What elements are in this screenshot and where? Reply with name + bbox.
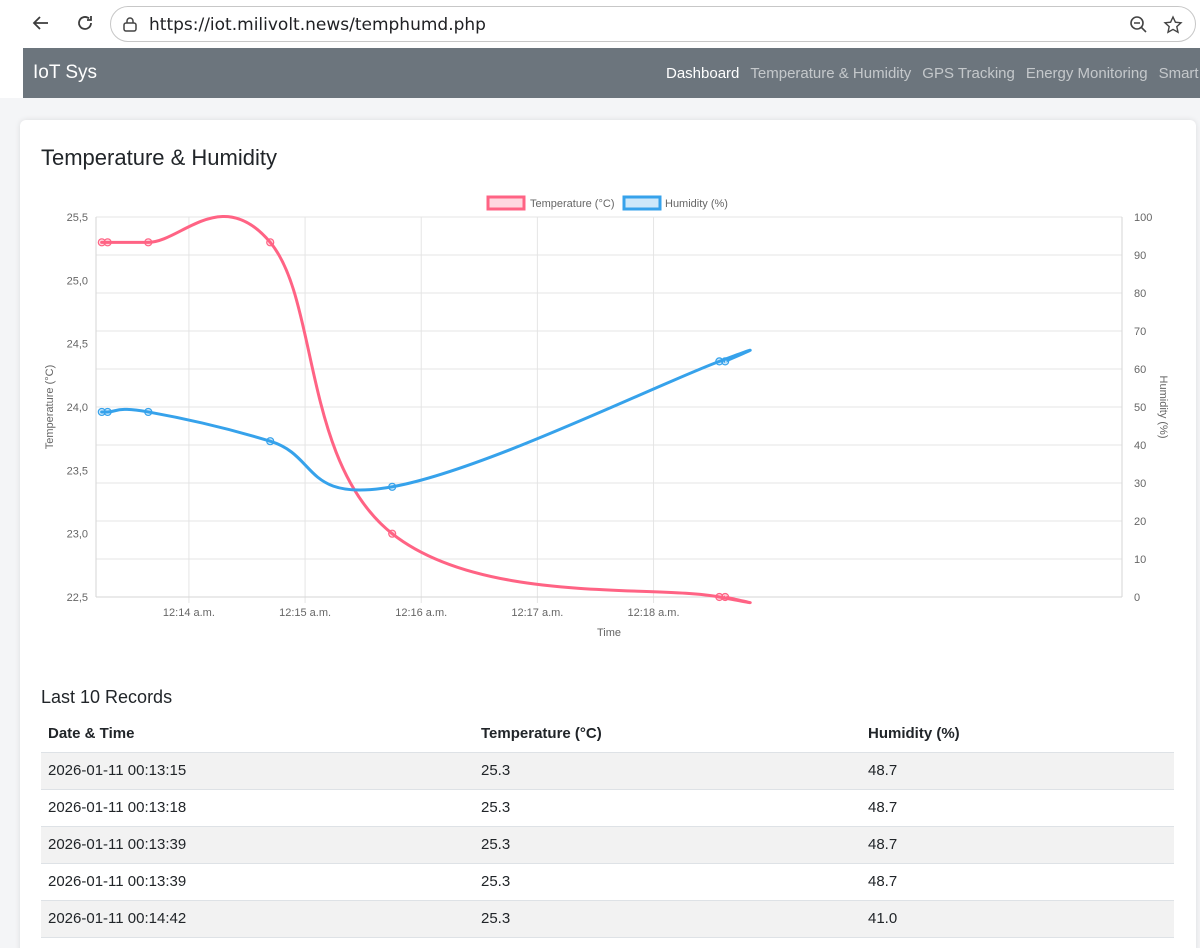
y-left-tick-label: 25,0: [67, 275, 88, 287]
address-bar[interactable]: https://iot.milivolt.news/temphumd.php: [110, 6, 1196, 42]
temperature-point: [721, 592, 730, 602]
cell-humidity: 41.0: [861, 900, 1174, 938]
temperature-humidity-chart: 100908070605040302010025,525,024,524,023…: [44, 195, 1169, 639]
legend-label-humidity: Humidity (%): [665, 198, 728, 210]
cell-humidity: 48.7: [861, 826, 1174, 864]
temperature-series-line: [100, 215, 752, 605]
x-tick-label: 12:15 a.m.: [279, 607, 331, 619]
zoom-icon[interactable]: [1129, 15, 1149, 40]
nav-link-temperature-humidity[interactable]: Temperature & Humidity: [750, 65, 912, 82]
humidity-point: [715, 357, 724, 366]
humidity-series-line: [100, 348, 752, 492]
records-title: Last 10 Records: [41, 687, 173, 707]
top-navbar: IoT Sys Dashboard Temperature & Humidity G…: [23, 48, 1200, 98]
cell-date-time: 2026-01-11 00:13:39: [41, 863, 474, 901]
humidity-point: [144, 407, 153, 417]
table-header-row: Date & Time Temperature (°C) Humidity (%…: [41, 715, 1174, 753]
reload-icon[interactable]: [72, 10, 98, 36]
table-row: 2026-01-11 00:13:39 25.3 48.7: [41, 826, 1174, 864]
cell-temperature: 25.3: [474, 900, 861, 938]
cell-date-time: 2026-01-11 00:14:42: [41, 900, 474, 938]
site-info-icon[interactable]: [121, 15, 139, 38]
temperature-point: [97, 238, 106, 247]
y-right-tick-label: 30: [1134, 478, 1146, 490]
navbar-brand[interactable]: IoT Sys: [33, 62, 98, 83]
cell-temperature: 25.3: [474, 826, 861, 864]
header-date-time: Date & Time: [41, 715, 474, 753]
table-row: 2026-01-11 00:13:18 25.3 48.7: [41, 789, 1174, 827]
cell-humidity: 48.7: [861, 789, 1174, 827]
temperature-point: [388, 529, 397, 538]
humidity-point: [388, 482, 397, 491]
y-left-tick-label: 23,0: [67, 529, 88, 541]
humidity-point: [721, 357, 730, 366]
y-left-tick-label: 24,5: [67, 339, 88, 351]
humidity-point: [103, 407, 112, 417]
y-right-tick-label: 70: [1134, 326, 1146, 338]
x-tick-label: 12:14 a.m.: [163, 607, 215, 619]
x-tick-label: 12:16 a.m.: [395, 607, 447, 619]
y-right-tick-label: 20: [1134, 516, 1146, 528]
cell-humidity: 48.7: [861, 863, 1174, 901]
table-row: 2026-01-11 00:13:15 25.3 48.7: [41, 752, 1174, 790]
y-right-tick-label: 100: [1134, 212, 1152, 224]
cell-temperature: 25.3: [474, 789, 861, 827]
legend-swatch-humidity: [622, 195, 662, 211]
y-right-tick-label: 80: [1134, 288, 1146, 300]
y-right-tick-label: 60: [1134, 364, 1146, 376]
y-right-tick-label: 40: [1134, 440, 1146, 452]
temperature-point: [103, 238, 112, 247]
legend-swatch-temperature: [486, 195, 526, 211]
url-text: https://iot.milivolt.news/temphumd.php: [149, 15, 486, 35]
x-tick-label: 12:18 a.m.: [628, 607, 680, 619]
cell-date-time: 2026-01-11 00:13:18: [41, 789, 474, 827]
back-arrow-icon[interactable]: [28, 10, 54, 36]
header-humidity: Humidity (%): [861, 715, 1174, 753]
nav-link-smart[interactable]: Smart I: [1158, 65, 1200, 82]
x-tick-label: 12:17 a.m.: [511, 607, 563, 619]
y-right-tick-label: 0: [1134, 592, 1140, 604]
table-row: 2026-01-11 00:13:39 25.3 48.7: [41, 863, 1174, 901]
y-right-tick-label: 10: [1134, 554, 1146, 566]
y-left-tick-label: 23,5: [67, 465, 88, 477]
y-left-tick-label: 25,5: [67, 212, 88, 224]
table-row: 2026-01-11 00:14:42 25.3 41.0: [41, 900, 1174, 938]
cell-humidity: 48.7: [861, 752, 1174, 790]
cell-temperature: 25.3: [474, 752, 861, 790]
y-left-tick-label: 22,5: [67, 592, 88, 604]
records-table: Date & Time Temperature (°C) Humidity (%…: [41, 715, 1174, 938]
y-right-tick-label: 50: [1134, 402, 1146, 414]
legend-label-temperature: Temperature (°C): [530, 198, 614, 210]
cell-date-time: 2026-01-11 00:13:39: [41, 826, 474, 864]
browser-toolbar: https://iot.milivolt.news/temphumd.php: [0, 0, 1200, 48]
temperature-point: [144, 238, 153, 247]
page-title: Temperature & Humidity: [41, 145, 277, 170]
temperature-point: [266, 238, 275, 247]
x-axis-title: Time: [597, 627, 621, 639]
cell-date-time: 2026-01-11 00:13:15: [41, 752, 474, 790]
humidity-point: [97, 407, 106, 417]
y-right-tick-label: 90: [1134, 250, 1146, 262]
nav-link-dashboard[interactable]: Dashboard: [666, 65, 740, 82]
temperature-point: [715, 592, 724, 602]
y-left-axis-title: Temperature (°C): [44, 365, 56, 449]
cell-temperature: 25.3: [474, 863, 861, 901]
nav-link-energy-monitoring[interactable]: Energy Monitoring: [1025, 65, 1148, 82]
humidity-point: [266, 437, 275, 446]
nav-link-gps-tracking[interactable]: GPS Tracking: [922, 65, 1015, 82]
y-left-tick-label: 24,0: [67, 402, 88, 414]
header-temperature: Temperature (°C): [474, 715, 861, 753]
y-right-axis-title: Humidity (%): [1157, 376, 1169, 439]
navbar-links: Dashboard Temperature & Humidity GPS Track…: [666, 65, 1200, 82]
bookmark-star-icon[interactable]: [1163, 15, 1183, 40]
